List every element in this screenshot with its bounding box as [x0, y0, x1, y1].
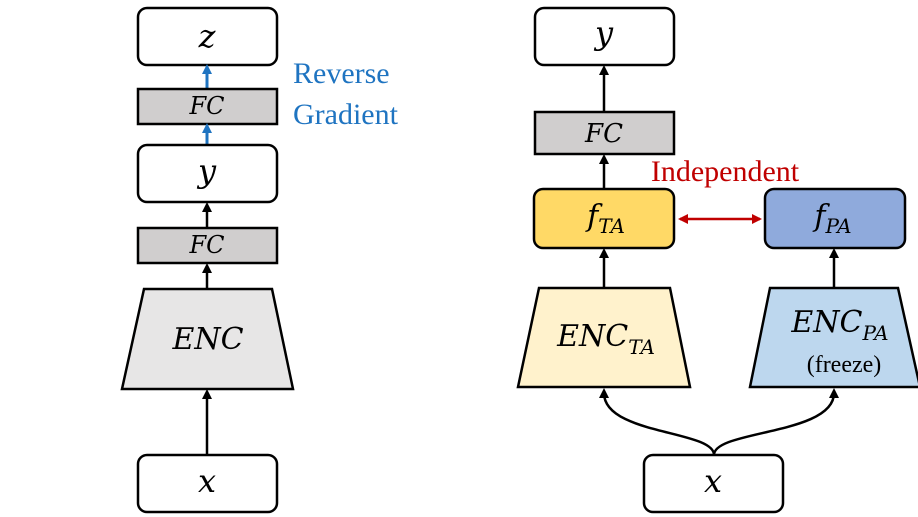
left-encoder-label: ENC: [171, 322, 243, 357]
left-diagram: z FC Reverse Gradient y FC: [120, 6, 399, 514]
right-input-x-label: x: [704, 462, 722, 500]
right-output-y-box: y: [533, 6, 676, 67]
f-ta-label: fTA: [585, 199, 625, 238]
right-fc-label: FC: [584, 119, 623, 149]
left-middle-y-box: y: [136, 143, 279, 204]
encoder-pa-freeze-note: (freeze): [807, 352, 882, 378]
left-fc-bottom-box: FC: [136, 226, 279, 265]
left-fc-top-box: FC: [136, 87, 279, 126]
left-output-z-label: z: [198, 17, 217, 55]
left-encoder: ENC: [120, 287, 295, 391]
left-fc-bottom-label: FC: [188, 231, 224, 259]
left-input-x-label: x: [198, 462, 216, 500]
encoder-pa-label: ENCPA: [790, 305, 888, 345]
right-arrow-x-to-encta: [599, 388, 716, 456]
left-fc-top-label: FC: [188, 92, 224, 120]
encoder-ta-label: ENCTA: [556, 319, 655, 359]
right-fc-box: FC: [533, 110, 676, 156]
right-output-y-label: y: [593, 14, 614, 52]
reverse-gradient-label-line2: Gradient: [293, 98, 399, 131]
independent-label: Independent: [651, 155, 800, 188]
f-pa-label: fPA: [812, 199, 851, 238]
encoder-pa: ENCPA (freeze): [748, 286, 918, 389]
right-arrow-x-to-encpa: [712, 388, 839, 456]
right-input-x-box: x: [642, 453, 785, 514]
reverse-gradient-label-line1: Reverse: [293, 57, 390, 90]
f-ta-box: fTA: [532, 187, 676, 250]
left-output-z-box: z: [136, 6, 279, 67]
left-middle-y-label: y: [196, 152, 217, 190]
f-pa-box: fPA: [763, 187, 907, 250]
right-diagram: y FC Independent fTA fPA: [516, 6, 918, 514]
left-input-x-box: x: [136, 453, 279, 514]
encoder-ta: ENCTA: [516, 286, 692, 389]
